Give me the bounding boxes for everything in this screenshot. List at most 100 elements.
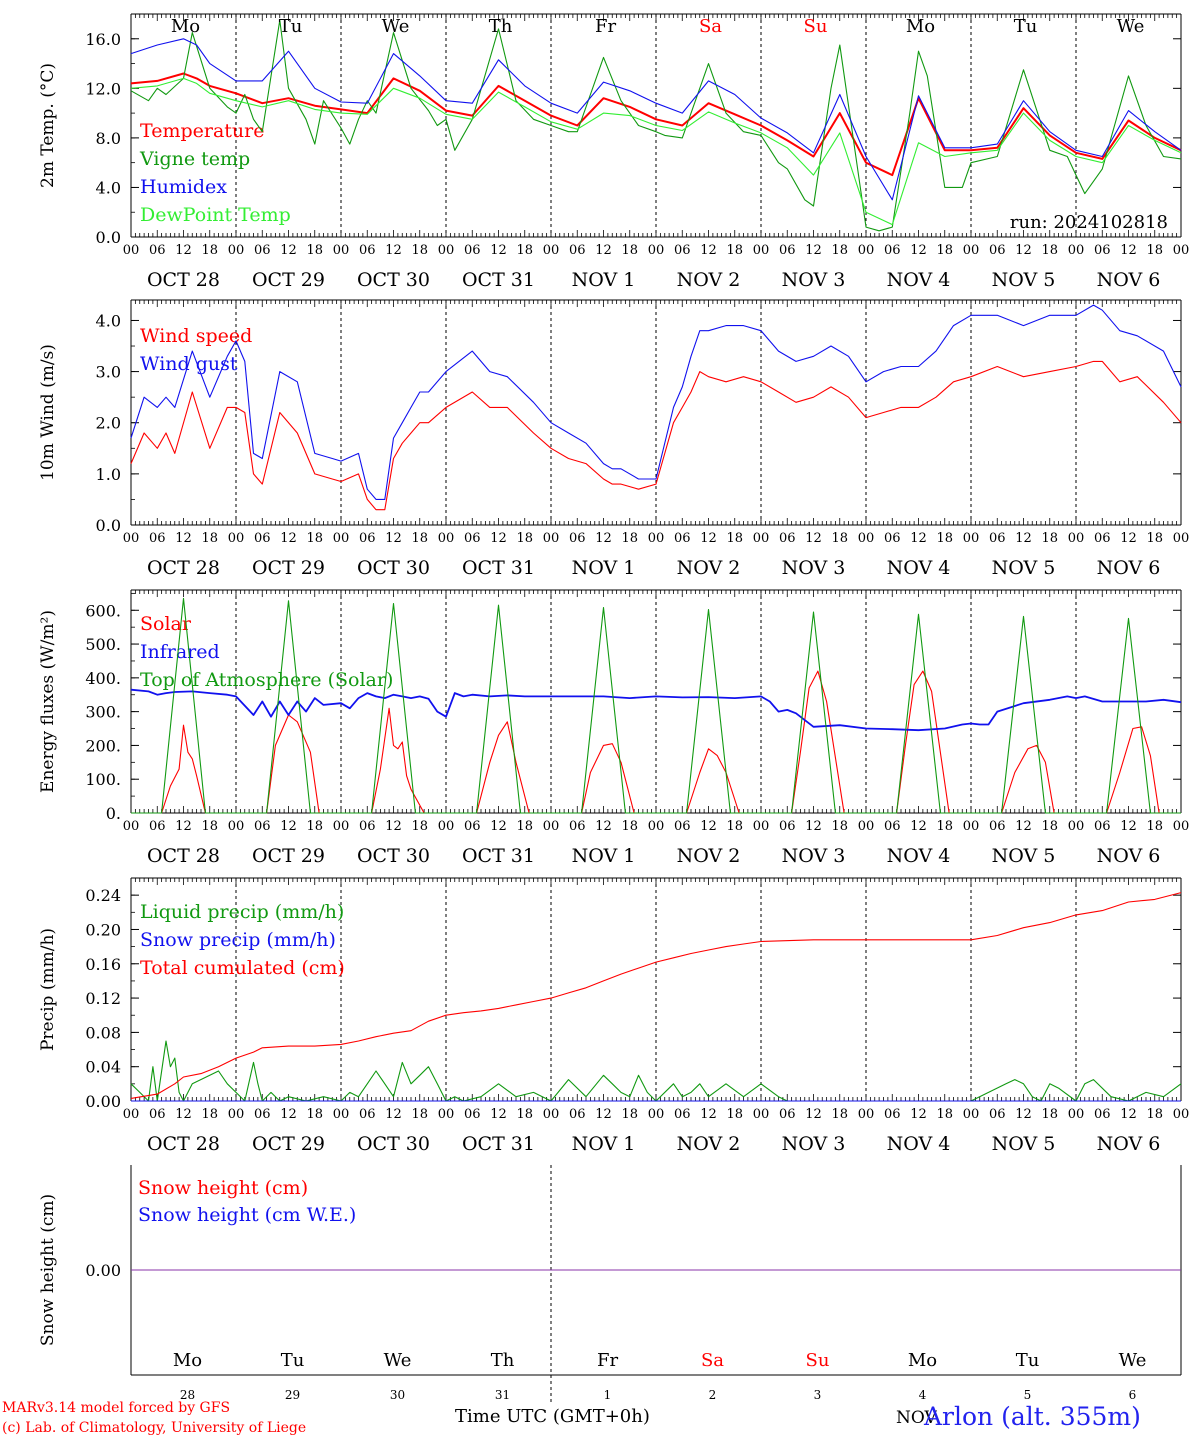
weekday-label: Tu (1016, 1350, 1040, 1371)
hour-tick-label: 18 (621, 819, 638, 834)
date-label: NOV 2 (677, 269, 741, 291)
hour-tick-label: 12 (175, 819, 192, 834)
hour-tick-label: 06 (254, 819, 271, 834)
weekday-label: Tu (279, 16, 303, 37)
hour-tick-label: 12 (595, 819, 612, 834)
hour-tick-label: 12 (280, 1107, 297, 1122)
hour-tick-label: 00 (438, 243, 455, 258)
hour-tick-label: 06 (779, 243, 796, 258)
hour-tick-label: 12 (280, 243, 297, 258)
date-label: NOV 5 (992, 557, 1056, 579)
weekday-label: Th (489, 16, 513, 37)
y-tick-label: 0.0 (96, 516, 121, 535)
hour-tick-label: 12 (1120, 1107, 1137, 1122)
hour-tick-label: 18 (411, 819, 428, 834)
hour-tick-label: 00 (963, 243, 980, 258)
legend-entry: Vigne temp (139, 148, 250, 170)
date-label: OCT 30 (357, 1133, 430, 1155)
hour-tick-label: 00 (228, 531, 245, 546)
hour-tick-label: 12 (175, 1107, 192, 1122)
y-tick-label: 500. (85, 635, 121, 654)
hour-tick-label: 00 (858, 243, 875, 258)
hour-tick-label: 06 (149, 819, 166, 834)
hour-tick-label: 00 (1068, 819, 1085, 834)
y-tick-label: 0.16 (85, 955, 121, 974)
hour-tick-label: 18 (726, 819, 743, 834)
weekday-label: Sa (701, 1350, 724, 1371)
panel-5: Mo 28 Tu 29 We 30 Th 31 Fr 1 Sa 2 Su 3 Mo 4 Tu 5 We 6 NOV 0.0… (38, 1165, 1182, 1428)
hour-tick-label: 06 (1094, 819, 1111, 834)
hour-tick-label: 06 (464, 243, 481, 258)
legend-entry: Top of Atmosphere (Solar) (140, 669, 393, 691)
hour-tick-label: 12 (595, 243, 612, 258)
hour-tick-label: 06 (569, 1107, 586, 1122)
date-label: NOV 2 (677, 557, 741, 579)
date-label: NOV 3 (782, 1133, 846, 1155)
hour-tick-label: 06 (989, 819, 1006, 834)
date-label: NOV 6 (1097, 269, 1161, 291)
hour-tick-label: 00 (228, 1107, 245, 1122)
date-label: OCT 31 (462, 845, 535, 867)
y-tick-label: 0.00 (85, 1092, 121, 1111)
y-tick-label: 16.0 (85, 30, 121, 49)
y-tick-label: 2.0 (96, 414, 121, 433)
hour-tick-label: 12 (910, 819, 927, 834)
date-label: NOV 1 (572, 269, 636, 291)
hour-tick-label: 12 (1015, 531, 1032, 546)
weekday-label: Fr (597, 1350, 618, 1371)
hour-tick-label: 06 (884, 531, 901, 546)
hour-tick-label: 00 (123, 243, 140, 258)
y-tick-label: 300. (85, 703, 121, 722)
hour-tick-label: 00 (1173, 243, 1190, 258)
y-tick-label: 600. (85, 601, 121, 620)
hour-tick-label: 12 (175, 531, 192, 546)
hour-tick-label: 06 (884, 243, 901, 258)
hour-tick-label: 18 (411, 531, 428, 546)
hour-tick-label: 00 (648, 819, 665, 834)
hour-tick-label: 00 (438, 1107, 455, 1122)
hour-tick-label: 00 (648, 243, 665, 258)
hour-tick-label: 18 (201, 243, 218, 258)
hour-tick-label: 00 (333, 819, 350, 834)
y-axis-label: 10m Wind (m/s) (38, 344, 58, 481)
hour-tick-label: 06 (464, 531, 481, 546)
date-label: OCT 29 (252, 557, 325, 579)
weekday-label: We (382, 16, 410, 37)
date-label: NOV 1 (572, 845, 636, 867)
month-label: NOV (896, 1408, 938, 1428)
weekday-label: Su (804, 16, 828, 37)
hour-tick-label: 18 (1041, 1107, 1058, 1122)
date-label: NOV 1 (572, 557, 636, 579)
hour-tick-label: 00 (333, 243, 350, 258)
hour-tick-label: 06 (779, 819, 796, 834)
hour-tick-label: 00 (543, 819, 560, 834)
hour-tick-label: 00 (858, 819, 875, 834)
y-tick-label: 0.20 (85, 920, 121, 939)
hour-tick-label: 18 (306, 1107, 323, 1122)
hour-tick-label: 18 (201, 1107, 218, 1122)
hour-tick-label: 18 (621, 531, 638, 546)
hour-tick-label: 12 (385, 819, 402, 834)
series-line-top-of-atmosphere-solar- (131, 597, 1181, 814)
hour-tick-label: 06 (884, 819, 901, 834)
day-number-label: 3 (814, 1388, 822, 1402)
hour-tick-label: 06 (359, 819, 376, 834)
y-tick-label: 0.12 (85, 989, 121, 1008)
series-line-dewpoint-temp (130, 77, 1182, 226)
hour-tick-label: 00 (1068, 243, 1085, 258)
legend-entry: Total cumulated (cm) (140, 957, 345, 979)
hour-tick-label: 00 (753, 1107, 770, 1122)
legend-entry: Liquid precip (mm/h) (140, 901, 344, 923)
hour-tick-label: 06 (674, 243, 691, 258)
hour-tick-label: 06 (359, 243, 376, 258)
hour-tick-label: 12 (805, 819, 822, 834)
hour-tick-label: 06 (779, 531, 796, 546)
panel-1: 00 06 12 18 OCT 28 00 06 12 18 OCT 29 00 06 12 18 OCT … (38, 13, 1190, 291)
date-label: NOV 6 (1097, 557, 1161, 579)
y-tick-label: 12.0 (85, 79, 121, 98)
date-label: NOV 2 (677, 1133, 741, 1155)
hour-tick-label: 12 (805, 243, 822, 258)
hour-tick-label: 00 (648, 531, 665, 546)
date-label: OCT 28 (147, 845, 220, 867)
